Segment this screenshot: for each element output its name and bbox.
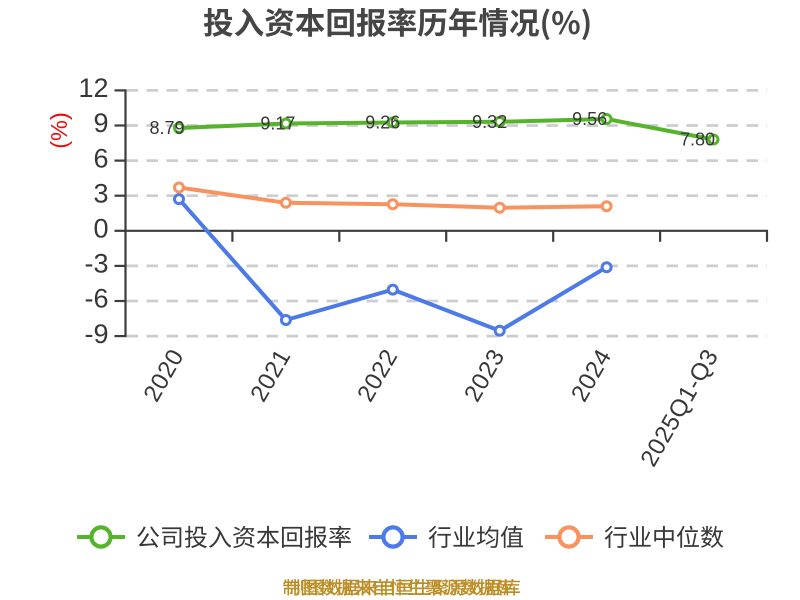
svg-text:7.80: 7.80 [680,130,715,150]
svg-text:(%): (%) [46,112,72,149]
svg-text:0: 0 [93,214,108,244]
svg-text:9.56: 9.56 [572,109,607,129]
svg-text:6: 6 [93,143,108,173]
svg-text:9: 9 [93,108,108,138]
svg-text:3: 3 [93,178,108,208]
svg-text:12: 12 [78,73,108,103]
svg-text:-9: -9 [84,319,108,349]
svg-text:-3: -3 [84,249,108,279]
svg-text:9.17: 9.17 [260,114,295,134]
svg-text:8.79: 8.79 [149,118,184,138]
svg-text:9.26: 9.26 [365,113,400,133]
svg-text:-6: -6 [84,284,108,314]
svg-text:9.32: 9.32 [472,112,507,132]
